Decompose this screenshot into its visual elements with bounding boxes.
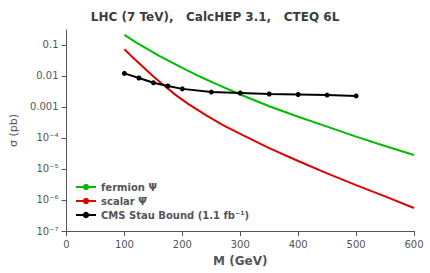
svg-text:200: 200	[173, 239, 192, 250]
svg-text:10⁻⁷: 10⁻⁷	[37, 226, 59, 237]
svg-text:0.001: 0.001	[30, 101, 59, 112]
svg-text:10⁻⁵: 10⁻⁵	[37, 163, 59, 174]
svg-text:400: 400	[289, 239, 308, 250]
svg-text:10⁻⁶: 10⁻⁶	[37, 194, 59, 205]
svg-text:scalar Ψ̅: scalar Ψ̅	[101, 196, 147, 207]
svg-text:100: 100	[115, 239, 134, 250]
svg-text:300: 300	[231, 239, 250, 250]
svg-text:fermion Ψ: fermion Ψ	[101, 182, 157, 193]
svg-text:M (GeV): M (GeV)	[213, 254, 267, 268]
svg-text:0.01: 0.01	[36, 70, 58, 81]
svg-text:500: 500	[347, 239, 366, 250]
svg-text:10⁻⁴: 10⁻⁴	[37, 132, 59, 143]
svg-text:0: 0	[63, 239, 69, 250]
svg-text:600: 600	[404, 239, 423, 250]
svg-text:σ (pb): σ (pb)	[7, 114, 20, 147]
svg-text:LHC (7 TeV), CalcHEP 3.1,: LHC (7 TeV), CalcHEP 3.1, CTEQ 6L	[91, 10, 340, 24]
svg-text:CMS Stau Bound (1.1 fb⁻¹): CMS Stau Bound (1.1 fb⁻¹)	[101, 210, 249, 221]
svg-text:0.1: 0.1	[43, 39, 59, 50]
